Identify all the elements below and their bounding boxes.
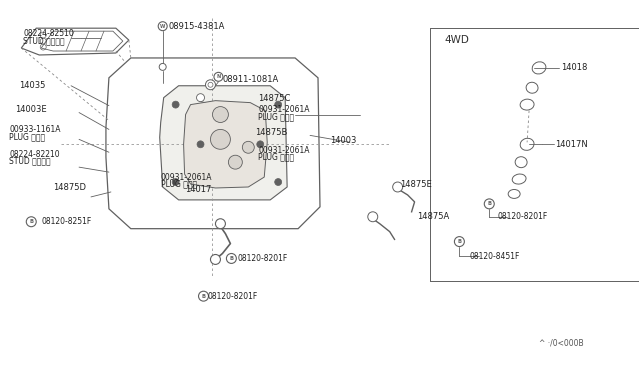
Circle shape — [257, 141, 264, 148]
Text: 14003E: 14003E — [15, 105, 47, 114]
Circle shape — [214, 73, 223, 81]
Text: 00931-2061A: 00931-2061A — [259, 146, 310, 155]
Text: STUD スタッド: STUD スタッド — [10, 157, 51, 166]
Text: B: B — [202, 294, 205, 299]
Circle shape — [275, 179, 282, 186]
Text: B: B — [458, 239, 461, 244]
Circle shape — [484, 199, 494, 209]
Circle shape — [172, 179, 179, 186]
Text: 14875C: 14875C — [259, 94, 291, 103]
Text: N: N — [216, 74, 221, 79]
Text: 08911-1081A: 08911-1081A — [223, 75, 278, 84]
Text: PLUG プラグ: PLUG プラグ — [259, 112, 294, 121]
Text: PLUG プラグ: PLUG プラグ — [10, 132, 45, 141]
Text: 4WD: 4WD — [444, 35, 469, 45]
Text: 14875A: 14875A — [417, 212, 450, 221]
Circle shape — [243, 141, 254, 153]
Circle shape — [393, 182, 403, 192]
Text: STUD スタッド: STUD スタッド — [23, 36, 65, 46]
Text: 00931-2061A: 00931-2061A — [259, 105, 310, 114]
Circle shape — [172, 101, 179, 108]
Circle shape — [228, 155, 243, 169]
Circle shape — [196, 94, 205, 102]
Text: 08224-82210: 08224-82210 — [10, 150, 60, 159]
Circle shape — [208, 82, 213, 87]
Circle shape — [275, 101, 282, 108]
Text: 08224-82510: 08224-82510 — [23, 29, 74, 38]
Circle shape — [159, 63, 166, 70]
Circle shape — [205, 80, 216, 90]
Text: 08915-4381A: 08915-4381A — [169, 22, 225, 31]
Text: 14003: 14003 — [330, 136, 356, 145]
Text: 00931-2061A: 00931-2061A — [161, 173, 212, 182]
Circle shape — [454, 237, 465, 247]
Circle shape — [158, 22, 167, 31]
Text: PLUG プラグ: PLUG プラグ — [259, 153, 294, 162]
Text: 14035: 14035 — [19, 81, 45, 90]
Circle shape — [368, 212, 378, 222]
Text: 14875E: 14875E — [399, 180, 431, 189]
Text: 14017: 14017 — [186, 186, 212, 195]
Text: 08120-8251F: 08120-8251F — [41, 217, 92, 226]
Circle shape — [212, 107, 228, 122]
Text: B: B — [29, 219, 33, 224]
Text: 08120-8201F: 08120-8201F — [497, 212, 547, 221]
Text: ^ ·/0<000B: ^ ·/0<000B — [539, 338, 584, 347]
Circle shape — [26, 217, 36, 227]
Text: B: B — [487, 201, 492, 206]
Circle shape — [216, 219, 225, 229]
Text: 08120-8451F: 08120-8451F — [469, 252, 520, 261]
Text: PLUG プラグ: PLUG プラグ — [161, 180, 197, 189]
Text: 14017N: 14017N — [555, 140, 588, 149]
Circle shape — [197, 141, 204, 148]
Text: 14018: 14018 — [561, 63, 588, 73]
Text: W: W — [160, 24, 165, 29]
Text: 14875D: 14875D — [53, 183, 86, 192]
Polygon shape — [184, 101, 268, 188]
Text: 08120-8201F: 08120-8201F — [207, 292, 258, 301]
Text: 08120-8201F: 08120-8201F — [237, 254, 287, 263]
Circle shape — [227, 253, 236, 263]
Circle shape — [198, 291, 209, 301]
Text: 00933-1161A: 00933-1161A — [10, 125, 61, 134]
Polygon shape — [160, 86, 287, 200]
Text: 14875B: 14875B — [255, 128, 287, 137]
Text: B: B — [229, 256, 234, 261]
Circle shape — [211, 254, 220, 264]
Circle shape — [211, 129, 230, 149]
